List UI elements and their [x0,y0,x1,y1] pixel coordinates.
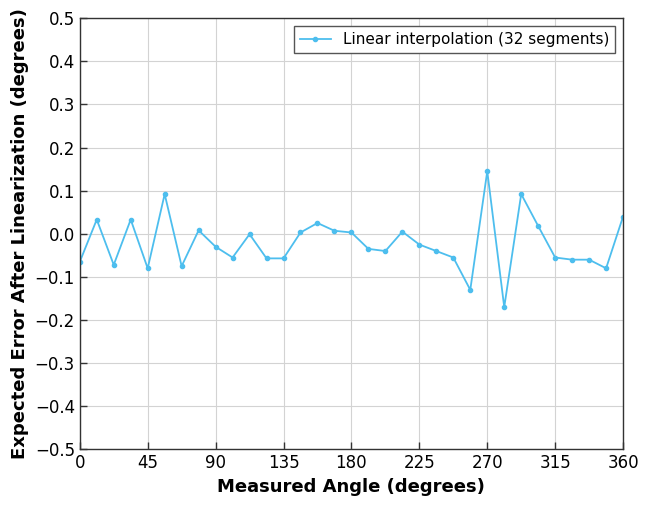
Linear interpolation (32 segments) [619,213,627,220]
Linear interpolation (32 segments) [449,255,457,261]
Linear interpolation (32 segments) [212,244,220,250]
Linear interpolation (32 segments) [484,168,491,174]
Linear interpolation (32 segments) [534,223,542,229]
Linear interpolation (32 segments) [280,256,287,262]
Linear interpolation (32 segments) [93,216,101,223]
Linear interpolation (32 segments) [161,191,168,197]
Linear interpolation (32 segments) [585,257,593,263]
Linear interpolation (32 segments) [195,227,203,233]
Linear interpolation (32 segments) [466,287,474,293]
Linear interpolation (32 segments) [177,263,185,269]
Linear interpolation (32 segments) [246,231,254,237]
Linear interpolation (32 segments) [229,255,237,261]
Linear interpolation (32 segments) [398,229,406,235]
Linear interpolation (32 segments) [144,265,151,271]
Linear interpolation (32 segments) [313,220,321,226]
Linear interpolation (32 segments) [296,230,304,236]
X-axis label: Measured Angle (degrees): Measured Angle (degrees) [218,478,486,496]
Linear interpolation (32 segments) [365,246,372,252]
Legend: Linear interpolation (32 segments): Linear interpolation (32 segments) [294,26,616,53]
Line: Linear interpolation (32 segments): Linear interpolation (32 segments) [75,167,627,311]
Linear interpolation (32 segments) [331,228,339,234]
Linear interpolation (32 segments) [110,262,118,268]
Linear interpolation (32 segments) [602,265,610,271]
Linear interpolation (32 segments) [127,216,135,223]
Linear interpolation (32 segments) [551,255,559,261]
Linear interpolation (32 segments) [348,230,356,236]
Linear interpolation (32 segments) [500,304,508,310]
Y-axis label: Expected Error After Linearization (degrees): Expected Error After Linearization (degr… [11,8,29,459]
Linear interpolation (32 segments) [415,241,423,247]
Linear interpolation (32 segments) [568,257,576,263]
Linear interpolation (32 segments) [432,248,440,254]
Linear interpolation (32 segments) [76,259,84,265]
Linear interpolation (32 segments) [382,248,389,254]
Linear interpolation (32 segments) [263,256,270,262]
Linear interpolation (32 segments) [517,191,525,197]
